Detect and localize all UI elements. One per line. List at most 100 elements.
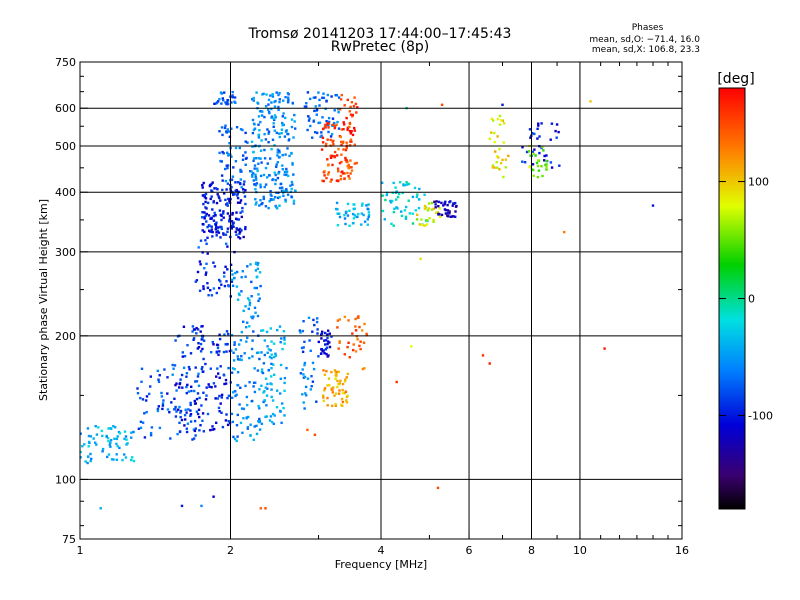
echo-point [343,214,346,217]
x-tick-label: 10 [573,544,587,557]
echo-point [333,369,337,372]
echo-point [494,150,497,153]
echo-point [224,198,227,202]
echo-point [270,375,273,378]
echo-point [246,403,249,407]
echo-point [212,214,215,218]
echo-point [160,395,164,398]
echo-point [87,445,90,448]
echo-point [440,213,444,217]
echo-point [189,414,192,417]
echo-point [220,126,224,129]
echo-point [273,129,276,132]
echo-point [330,370,333,374]
echo-point [327,329,330,332]
echo-point [110,458,114,461]
echo-point [208,229,211,232]
echo-point [140,367,144,370]
echo-point [303,361,307,365]
echo-point [344,222,347,226]
echo-point [326,340,330,343]
echo-point [227,366,230,370]
echo-point [160,391,163,395]
echo-point [249,263,252,266]
echo-point [239,128,243,131]
echo-point [276,207,279,210]
echo-point [280,132,283,135]
echo-point [420,218,423,221]
echo-point [215,226,218,229]
echo-point [351,222,355,225]
echo-point [290,180,294,184]
echo-point [84,460,87,463]
echo-point [211,428,214,431]
echo-point [130,458,133,462]
echo-point [148,392,151,396]
echo-point [250,295,253,298]
echo-point [196,328,200,331]
echo-point [332,386,335,389]
echo-point [314,131,317,134]
echo-point [220,214,223,218]
echo-point [157,378,160,381]
echo-point [237,181,240,184]
echo-point [150,426,154,429]
echo-point [229,263,233,266]
echo-point [349,138,353,141]
echo-point [250,140,254,143]
echo-point [281,164,284,167]
echo-point [201,336,204,340]
echo-point [259,199,262,202]
echo-point [263,157,267,160]
echo-point [206,252,209,255]
echo-point [284,198,287,201]
echo-point [321,141,325,144]
echo-point [269,415,273,418]
echo-point [365,204,368,207]
echo-point [171,363,174,367]
echo-point [201,419,204,422]
echo-point [205,394,208,397]
echo-point [204,192,208,196]
echo-point [454,210,457,213]
echo-point [204,239,207,242]
echo-point [345,376,348,379]
echo-point [239,178,242,181]
echo-point [266,128,269,131]
echo-point [347,167,350,170]
echo-point [337,392,341,395]
echo-point [496,117,500,121]
echo-point [252,438,255,441]
echo-point [324,348,328,351]
echo-point [180,504,184,508]
echo-point [183,414,187,417]
echo-point [313,323,316,327]
echo-point [342,148,345,151]
echo-point [235,424,239,427]
echo-point [240,290,243,293]
echo-point [226,202,229,205]
echo-point [216,101,219,104]
echo-point [252,150,255,154]
y-tick-label: 500 [55,140,76,153]
echo-point [277,191,280,194]
echo-point [322,92,325,95]
echo-point [203,215,206,219]
echo-point [501,158,504,162]
echo-point [177,408,180,411]
echo-point [321,116,324,119]
echo-point [414,209,417,212]
echo-point [254,203,257,206]
echo-point [291,101,294,105]
echo-point [534,154,537,157]
echo-point [308,117,311,120]
echo-point [220,393,224,397]
echo-point [397,192,401,196]
echo-point [175,389,178,392]
echo-point [244,157,248,160]
echo-point [326,138,329,141]
echo-point [225,131,228,134]
echo-point [317,355,320,358]
echo-point [283,338,286,342]
echo-point [405,181,408,184]
